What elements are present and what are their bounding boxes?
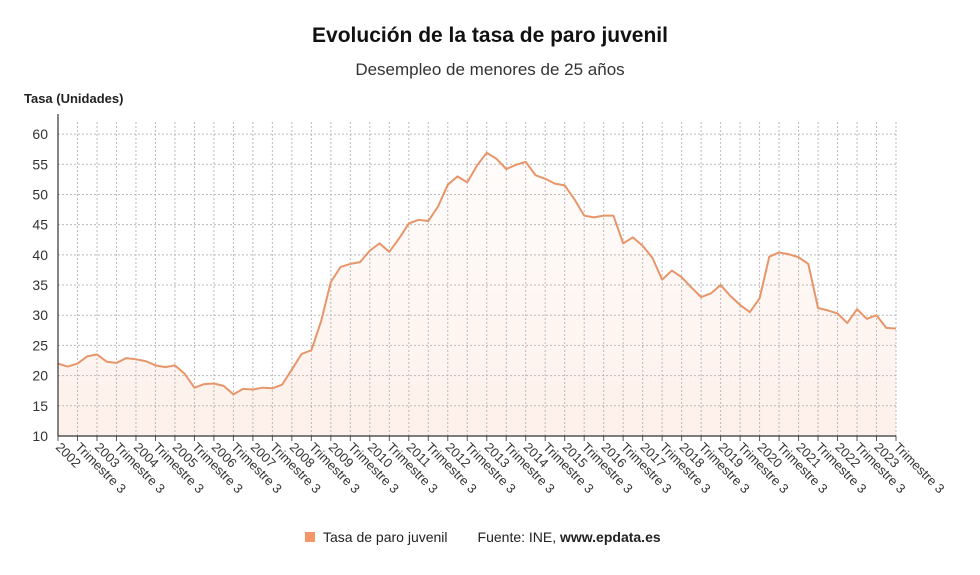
legend-label: Tasa de paro juvenil <box>323 529 448 545</box>
series-line <box>57 151 897 396</box>
chart-title: Evolución de la tasa de paro juvenil <box>312 24 668 47</box>
y-tick-label: 45 <box>32 217 48 233</box>
y-tick-label: 20 <box>32 368 48 384</box>
y-tick-label: 60 <box>32 126 48 142</box>
y-tick-label: 15 <box>32 398 48 414</box>
source-note: Fuente: INE, www.epdata.es <box>478 529 661 545</box>
y-axis-label: Tasa (Unidades) <box>24 91 124 106</box>
y-tick-label: 35 <box>32 277 48 293</box>
source-prefix: Fuente: INE, <box>477 529 561 545</box>
y-tick-labels: 10 15 20 25 30 35 40 45 50 55 60 <box>32 126 48 444</box>
y-tick-label: 10 <box>32 428 48 444</box>
y-tick-label: 25 <box>32 337 48 353</box>
y-tick-label: 30 <box>32 307 48 323</box>
chart-subtitle: Desempleo de menores de 25 años <box>355 60 625 79</box>
source-site: www.epdata.es <box>560 529 661 545</box>
axes <box>57 114 896 437</box>
legend-swatch <box>305 532 315 542</box>
y-tick-label: 40 <box>32 247 48 263</box>
legend: Tasa de paro juvenil Fuente: INE, www.ep… <box>305 529 661 545</box>
y-tick-label: 55 <box>32 156 48 172</box>
series-area <box>58 152 896 437</box>
y-tick-label: 50 <box>32 186 48 202</box>
